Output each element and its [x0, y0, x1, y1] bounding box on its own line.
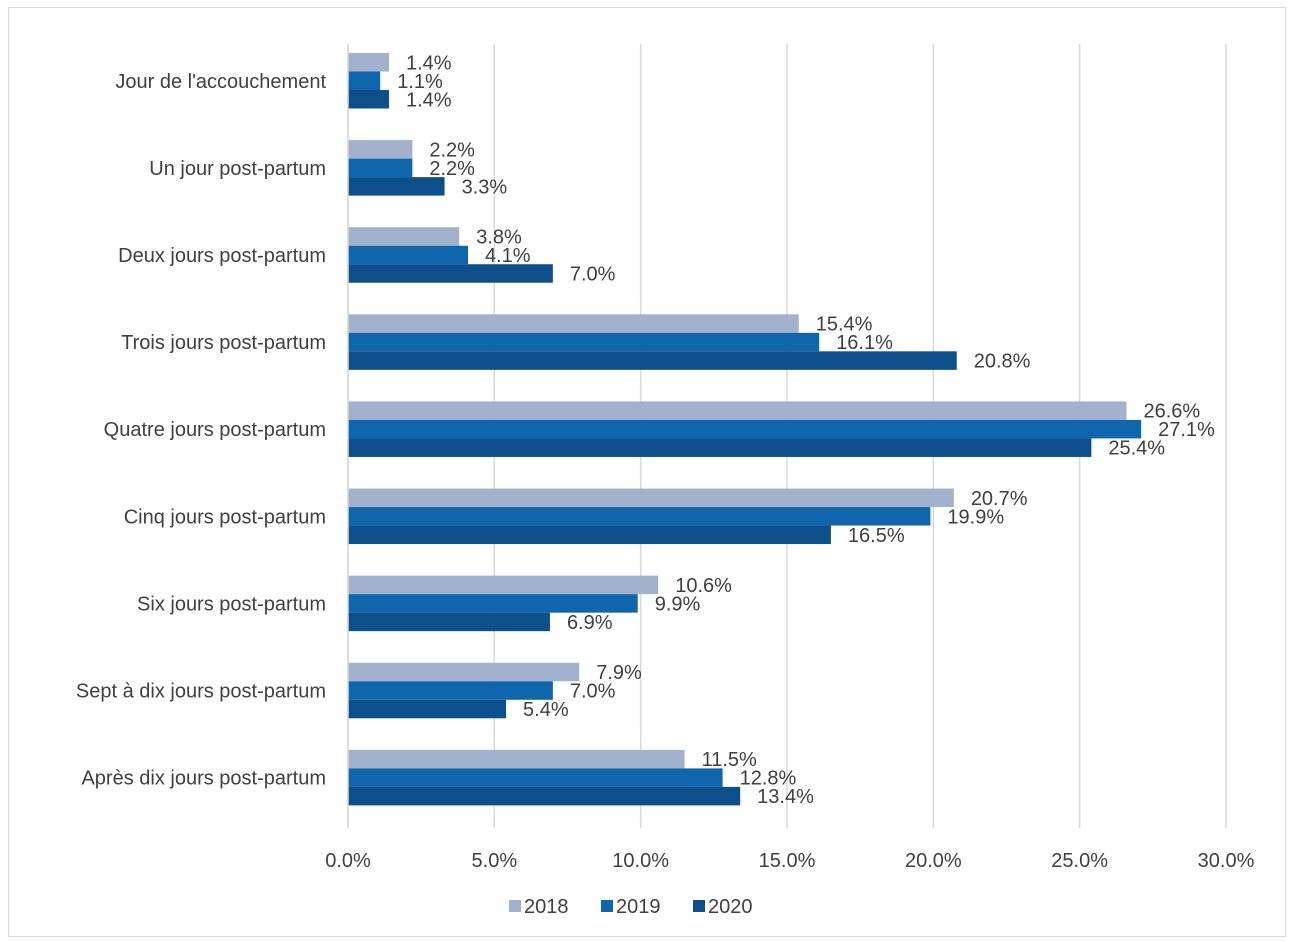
- data-label-2018: 11.5%: [702, 749, 757, 771]
- category-label: Cinq jours post-partum: [124, 506, 326, 528]
- data-label-2018: 2.2%: [429, 139, 475, 161]
- legend-swatch-2019: [601, 900, 613, 912]
- bar-2019: [348, 768, 723, 787]
- data-label-2018: 3.8%: [476, 226, 522, 248]
- data-label-2020: 3.3%: [462, 176, 508, 198]
- x-tick-label: 15.0%: [759, 850, 816, 872]
- bar-2020: [348, 264, 553, 283]
- data-label-2020: 20.8%: [974, 351, 1031, 373]
- data-label-2018: 15.4%: [816, 314, 873, 336]
- data-label-2019: 12.8%: [740, 768, 797, 790]
- bar-2019: [348, 419, 1142, 439]
- bar-2019: [348, 245, 468, 265]
- category-label: Sept à dix jours post-partum: [76, 681, 326, 703]
- x-tick-label: 10.0%: [612, 850, 669, 872]
- bar-2018: [348, 401, 1127, 420]
- bar-2020: [348, 525, 831, 545]
- category-label: Jour de l'accouchement: [115, 71, 326, 93]
- data-label-2018: 7.9%: [596, 662, 642, 684]
- axes: 0.0% 5.0% 10.0% 15.0% 20.0% 25.0% 30.0% Jour de…: [76, 44, 1255, 872]
- data-label-2019: 19.9%: [947, 506, 1004, 528]
- legend-swatch-2020: [693, 900, 705, 912]
- bar-2018: [348, 314, 799, 333]
- category-label: Deux jours post-partum: [118, 245, 326, 267]
- x-tick-label: 25.0%: [1051, 850, 1108, 872]
- bar-2019: [348, 71, 381, 90]
- bar-2020: [348, 90, 389, 109]
- bar-2018: [348, 227, 460, 246]
- bar-2020: [348, 612, 550, 632]
- data-label-2019: 27.1%: [1158, 419, 1215, 441]
- legend: 2018 2019 2020: [509, 896, 753, 918]
- bar-2018: [348, 140, 413, 159]
- bar-2020: [348, 351, 957, 370]
- data-label-2018: 10.6%: [675, 575, 732, 597]
- legend-label-2018: 2018: [524, 896, 569, 918]
- bar-2020: [348, 177, 445, 196]
- bars: [348, 53, 1142, 806]
- data-label-2020: 16.5%: [848, 525, 905, 547]
- category-label: Six jours post-partum: [137, 593, 326, 615]
- data-label-2019: 16.1%: [836, 332, 893, 354]
- x-tick-label: 20.0%: [905, 850, 962, 872]
- bar-2018: [348, 575, 659, 595]
- x-tick-label: 5.0%: [472, 850, 518, 872]
- bar-2020: [348, 699, 507, 719]
- category-label: Quatre jours post-partum: [104, 419, 326, 441]
- x-tick-label: 0.0%: [325, 850, 371, 872]
- bar-2020: [348, 786, 741, 806]
- bar-2018: [348, 53, 389, 72]
- data-label-2020: 13.4%: [757, 786, 814, 808]
- bar-2019: [348, 594, 638, 613]
- data-label-2020: 6.9%: [567, 612, 613, 634]
- data-label-2020: 1.4%: [406, 89, 452, 111]
- bar-2020: [348, 438, 1092, 457]
- category-label: Un jour post-partum: [149, 158, 326, 180]
- data-label-2019: 9.9%: [655, 593, 701, 615]
- bar-2019: [348, 332, 820, 352]
- bar-2019: [348, 681, 553, 700]
- legend-label-2019: 2019: [616, 896, 661, 918]
- category-label: Trois jours post-partum: [121, 332, 326, 354]
- data-label-2019: 7.0%: [570, 681, 616, 703]
- data-label-2018: 26.6%: [1143, 401, 1200, 423]
- data-label-2019: 4.1%: [485, 245, 531, 267]
- data-label-2018: 20.7%: [971, 488, 1028, 510]
- data-labels: 1.4%1.1%1.4%2.2%2.2%3.3%3.8%4.1%7.0%15.4…: [397, 52, 1215, 808]
- x-tick-label: 30.0%: [1198, 850, 1255, 872]
- bar-2019: [348, 507, 931, 526]
- data-label-2020: 7.0%: [570, 263, 616, 285]
- data-label-2020: 25.4%: [1108, 438, 1165, 460]
- bar-2018: [348, 488, 954, 508]
- bar-2018: [348, 662, 580, 682]
- data-label-2018: 1.4%: [406, 52, 452, 74]
- data-label-2019: 1.1%: [397, 71, 443, 93]
- bar-2019: [348, 158, 413, 178]
- data-label-2019: 2.2%: [429, 158, 475, 180]
- category-label: Après dix jours post-partum: [81, 768, 326, 790]
- data-label-2020: 5.4%: [523, 699, 569, 721]
- legend-swatch-2018: [509, 900, 521, 912]
- bar-2018: [348, 749, 685, 769]
- legend-label-2020: 2020: [708, 896, 753, 918]
